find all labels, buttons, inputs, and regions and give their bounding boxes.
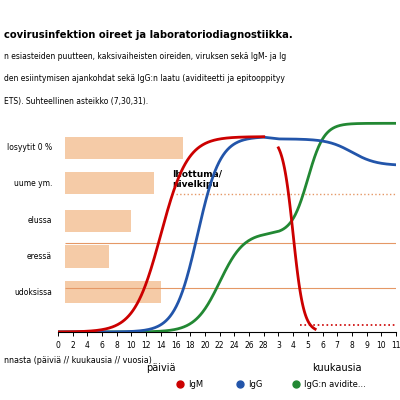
Text: den esiintymisen ajankohdat sekä IgG:n laatu (aviditeetti ja epitooppityy: den esiintymisen ajankohdat sekä IgG:n l… <box>4 74 285 83</box>
Text: losyytit 0 %: losyytit 0 % <box>7 143 52 152</box>
Text: IgG: IgG <box>248 380 262 389</box>
Text: Ihottuma/
nivelkipu: Ihottuma/ nivelkipu <box>172 169 222 188</box>
Text: udoksissa: udoksissa <box>14 288 52 296</box>
Text: covirusinfektion oireet ja laboratoriodiagnostiikka.: covirusinfektion oireet ja laboratoriodi… <box>4 30 293 40</box>
Text: nnasta (päiviä // kuukausia // vuosia): nnasta (päiviä // kuukausia // vuosia) <box>4 356 152 365</box>
Text: eressä: eressä <box>27 252 52 261</box>
Bar <box>65 246 110 268</box>
Bar <box>65 210 132 232</box>
Bar <box>65 281 161 303</box>
Text: n esiasteiden puutteen, kaksivaiheisten oireiden, viruksen sekä IgM- ja Ig: n esiasteiden puutteen, kaksivaiheisten … <box>4 52 286 61</box>
Text: IgM: IgM <box>188 380 203 389</box>
Text: kuukausia: kuukausia <box>312 363 362 373</box>
Text: elussa: elussa <box>28 216 52 226</box>
Bar <box>65 172 154 194</box>
Text: IgG:n avidite...: IgG:n avidite... <box>304 380 366 389</box>
Text: ETS). Suhteellinen asteikko (7,30,31).: ETS). Suhteellinen asteikko (7,30,31). <box>4 97 148 106</box>
Text: uume ym.: uume ym. <box>14 179 52 188</box>
Text: päiviä: päiviä <box>146 363 176 373</box>
Bar <box>65 137 183 159</box>
